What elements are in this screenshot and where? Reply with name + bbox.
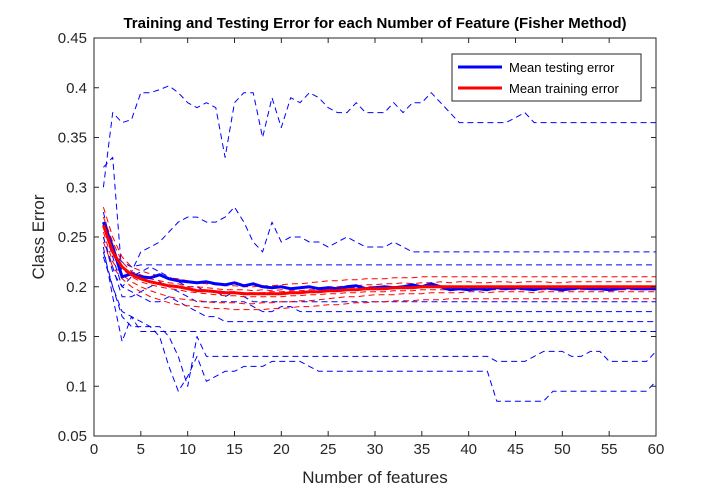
chart-title: Training and Testing Error for each Numb… [123, 15, 626, 32]
x-tick-label: 40 [460, 441, 477, 458]
x-tick-label: 0 [90, 441, 98, 458]
series-line-mean-training [101, 224, 656, 296]
plot-area [94, 38, 656, 436]
series-line-fold-testing-8 [102, 226, 656, 303]
x-tick-label: 25 [320, 441, 337, 458]
x-tick-label: 55 [601, 441, 618, 458]
series-line-fold-testing-7 [102, 236, 656, 313]
x-axis-label: Number of features [302, 468, 448, 487]
legend-label-testing: Mean testing error [509, 60, 615, 75]
y-tick-label: 0.2 [66, 279, 87, 296]
x-tick-label: 5 [137, 441, 145, 458]
series-line-fold-testing-1 [103, 156, 656, 278]
x-tick-label: 50 [554, 441, 571, 458]
x-tick-label: 15 [226, 441, 243, 458]
y-tick-label: 0.05 [58, 428, 87, 445]
legend-label-training: Mean training error [509, 81, 619, 96]
x-tick-label: 60 [648, 441, 665, 458]
axis-ticks: 0 5 10 15 20 25 30 35 40 45 50 55 60 0.05 0.1 0.15 0.2 0.… [58, 30, 665, 458]
legend: Mean testing error Mean training error [451, 53, 642, 102]
y-tick-label: 0.3 [66, 179, 87, 196]
y-tick-label: 0.35 [58, 130, 87, 147]
series-line-fold-training-10 [102, 231, 656, 305]
x-tick-label: 35 [413, 441, 430, 458]
series-lines [101, 85, 657, 402]
series-line-fold-testing-0 [102, 85, 656, 188]
y-tick-label: 0.4 [66, 80, 87, 97]
series-line-fold-testing-6 [102, 251, 657, 402]
y-tick-label: 0.15 [58, 329, 87, 346]
y-axis-label: Class Error [29, 194, 48, 279]
y-tick-label: 0.45 [58, 30, 87, 47]
series-line-fold-testing-5 [102, 256, 657, 387]
x-tick-label: 45 [507, 441, 524, 458]
legend-box [451, 53, 642, 102]
series-line-fold-training-9 [102, 216, 656, 292]
x-tick-label: 10 [179, 441, 196, 458]
series-line-fold-testing-4 [102, 246, 656, 342]
y-tick-label: 0.25 [58, 229, 87, 246]
y-tick-label: 0.1 [66, 378, 87, 395]
series-line-fold-testing-2 [102, 211, 656, 268]
series-line-fold-training-12 [102, 241, 656, 311]
series-line-fold-testing-3 [102, 236, 656, 323]
x-tick-label: 20 [273, 441, 290, 458]
x-tick-label: 30 [367, 441, 384, 458]
